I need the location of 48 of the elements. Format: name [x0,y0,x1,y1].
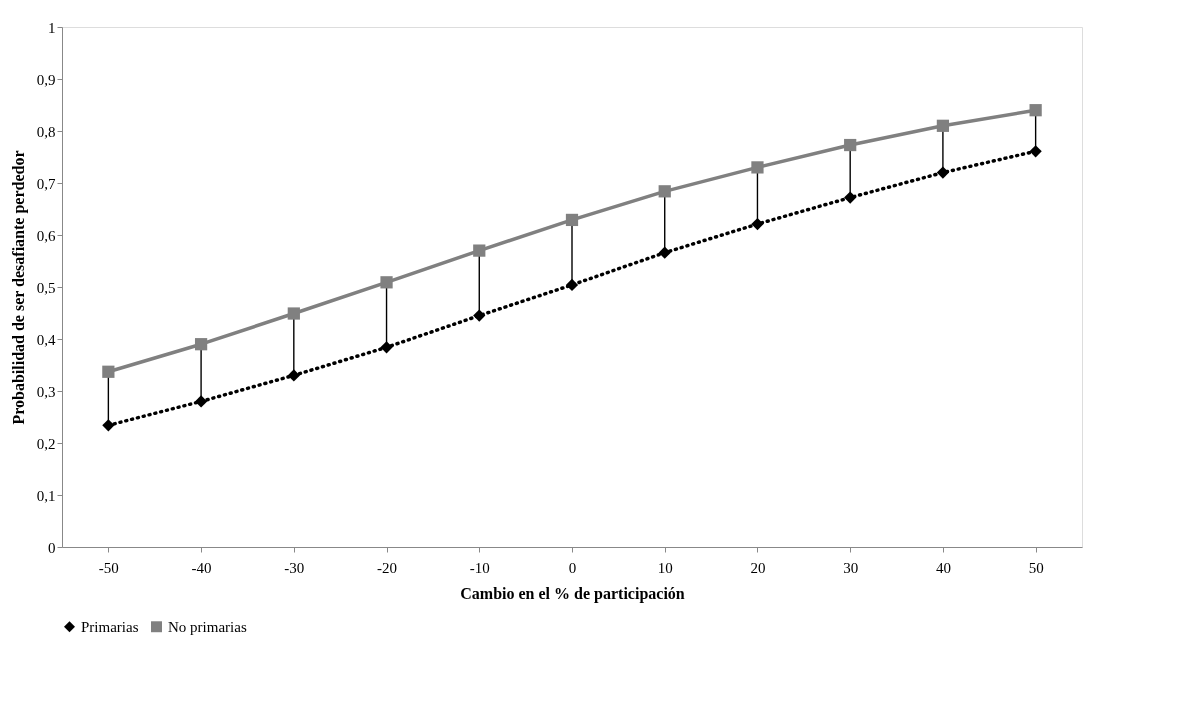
x-tick-label: -30 [284,559,305,576]
y-axis-title: Probabilidad de ser desafiante perdedor [9,150,28,425]
y-tick-label: 0,9 [36,71,56,88]
point [380,276,393,289]
y-tick-label: 0,5 [36,279,56,296]
x-tick-label: 30 [843,559,859,576]
point [473,309,486,322]
point [380,341,393,354]
point [565,213,579,227]
legend-label: No primarias [168,618,247,635]
y-tick-label: 0 [48,539,56,556]
y-tick-label: 0,7 [36,175,56,192]
point [473,244,486,257]
point [844,191,857,204]
y-tick-label: 1 [48,19,56,36]
legend-label: Primarias [81,618,139,635]
point [936,166,950,179]
point [751,161,764,174]
point [1029,104,1042,117]
point [287,307,300,320]
point [936,119,950,132]
point [287,369,300,382]
point [844,138,857,152]
point [658,246,671,259]
x-tick-label: -40 [191,559,212,576]
y-tick-label: 0,8 [36,123,56,140]
x-tick-label: -50 [98,559,119,576]
x-tick-label: -20 [377,559,398,576]
x-tick-label: 40 [935,559,951,576]
y-tick-label: 0,3 [36,383,56,400]
point [194,338,208,351]
x-tick-label: 50 [1028,559,1044,576]
point [565,278,579,292]
x-tick-label: 10 [657,559,673,576]
point [658,185,671,198]
point [751,217,764,231]
x-tick-label: -10 [469,559,490,576]
y-tick-label: 0,2 [36,435,56,452]
y-tick-label: 0,4 [36,331,56,348]
y-tick-label: 0,6 [36,227,56,244]
x-axis-title: Cambio en el % de participación [460,584,685,603]
point [194,395,208,408]
x-tick-label: 0 [568,559,577,576]
point [1029,145,1042,158]
y-tick-label: 0,1 [36,487,56,504]
point [102,365,115,378]
point [102,419,115,432]
x-tick-label: 20 [750,559,766,576]
